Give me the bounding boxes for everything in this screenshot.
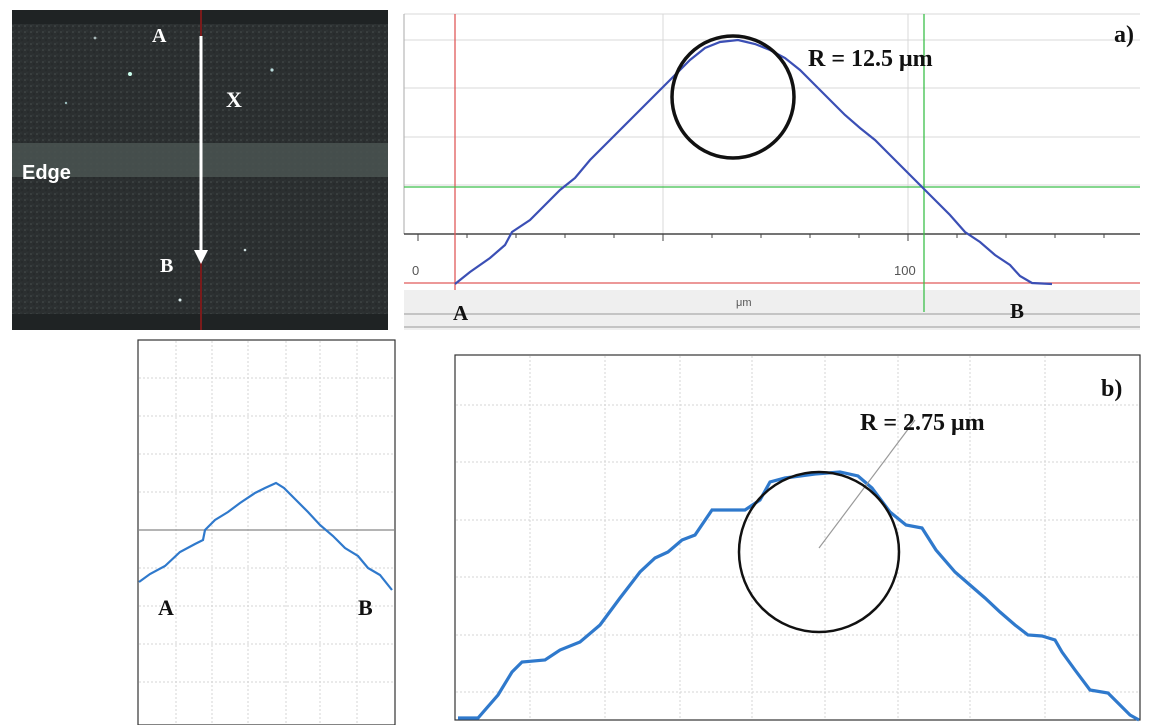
panel-a-chart: 0 100 μm R = 12.5 μm a) A B: [403, 13, 1140, 330]
micrograph-label-x: X: [226, 87, 242, 112]
panel-b-radius-pointer: [818, 419, 916, 549]
panel-a-profile-line: [454, 38, 1053, 286]
arrow-head-icon: [194, 250, 208, 264]
panel-a-label-a: A: [453, 301, 469, 325]
inset-grid: [139, 341, 394, 724]
panel-b-tag: b): [1101, 376, 1122, 402]
panel-a-fit-circle: [670, 34, 796, 160]
panel-b-chart: R = 2.75 μm b): [454, 354, 1141, 722]
panel-a-tick-0: 0: [412, 263, 419, 278]
edge-label: Edge: [22, 162, 71, 184]
micrograph-image: A B X Edge: [12, 10, 388, 330]
inset-profile-line: [138, 481, 393, 591]
panel-a-label-b: B: [1010, 299, 1024, 323]
micrograph-label-a: A: [152, 25, 167, 47]
inset-chart: A B: [137, 339, 396, 725]
panel-a-radius-label: R = 12.5 μm: [808, 46, 933, 72]
micrograph-label-b: B: [160, 255, 173, 277]
inset-label-b: B: [358, 595, 373, 620]
panel-a-tick-100: 100: [894, 263, 916, 278]
panel-a-grid: [404, 13, 1140, 234]
panel-a-tag: a): [1114, 22, 1134, 48]
panel-a-axis-bar: [404, 290, 1140, 330]
panel-b-radius-label: R = 2.75 μm: [860, 410, 985, 436]
panel-b-fit-circle: [737, 470, 901, 634]
panel-a-axis-unit: μm: [736, 297, 752, 309]
inset-label-a: A: [158, 595, 174, 620]
panel-a-ticks: [417, 234, 1105, 241]
